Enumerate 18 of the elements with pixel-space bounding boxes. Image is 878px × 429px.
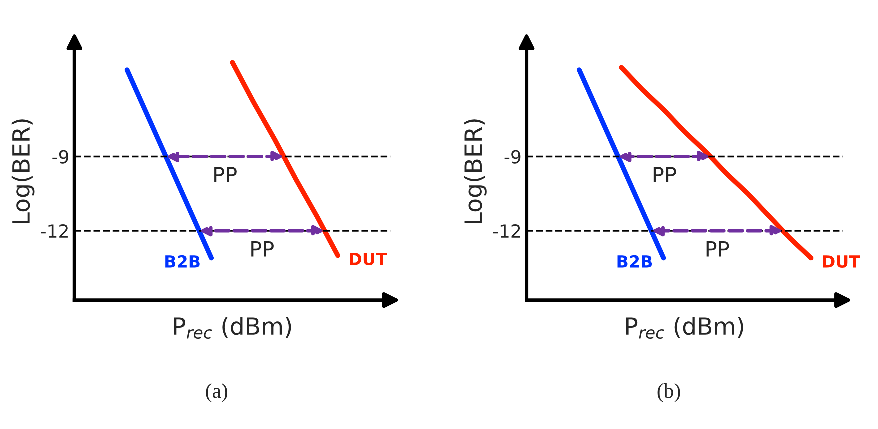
- series-label: B2B: [166, 255, 200, 268]
- y-tick-label: -12: [493, 224, 520, 238]
- x-axis-title: P$_{rec}$ (dBm): [626, 316, 744, 340]
- x-axis-title: P$_{rec}$ (dBm): [174, 316, 292, 340]
- text: (b): [658, 384, 680, 402]
- annotation: PP: [654, 167, 676, 182]
- annotation: PP: [706, 242, 730, 257]
- y-tick-label: -12: [41, 224, 68, 238]
- annotation: PP: [252, 242, 274, 257]
- annotation: PP: [214, 167, 237, 182]
- y-axis-title: Log(BER): [464, 120, 487, 224]
- text: (a): [206, 384, 228, 402]
- y-tick-label: -9: [52, 150, 68, 164]
- series-label: DUT: [350, 253, 388, 266]
- series-label: DUT: [823, 256, 860, 268]
- y-axis-title: Log(BER): [12, 120, 35, 224]
- y-tick-label: -9: [504, 150, 521, 164]
- series-label: B2B: [618, 255, 652, 268]
